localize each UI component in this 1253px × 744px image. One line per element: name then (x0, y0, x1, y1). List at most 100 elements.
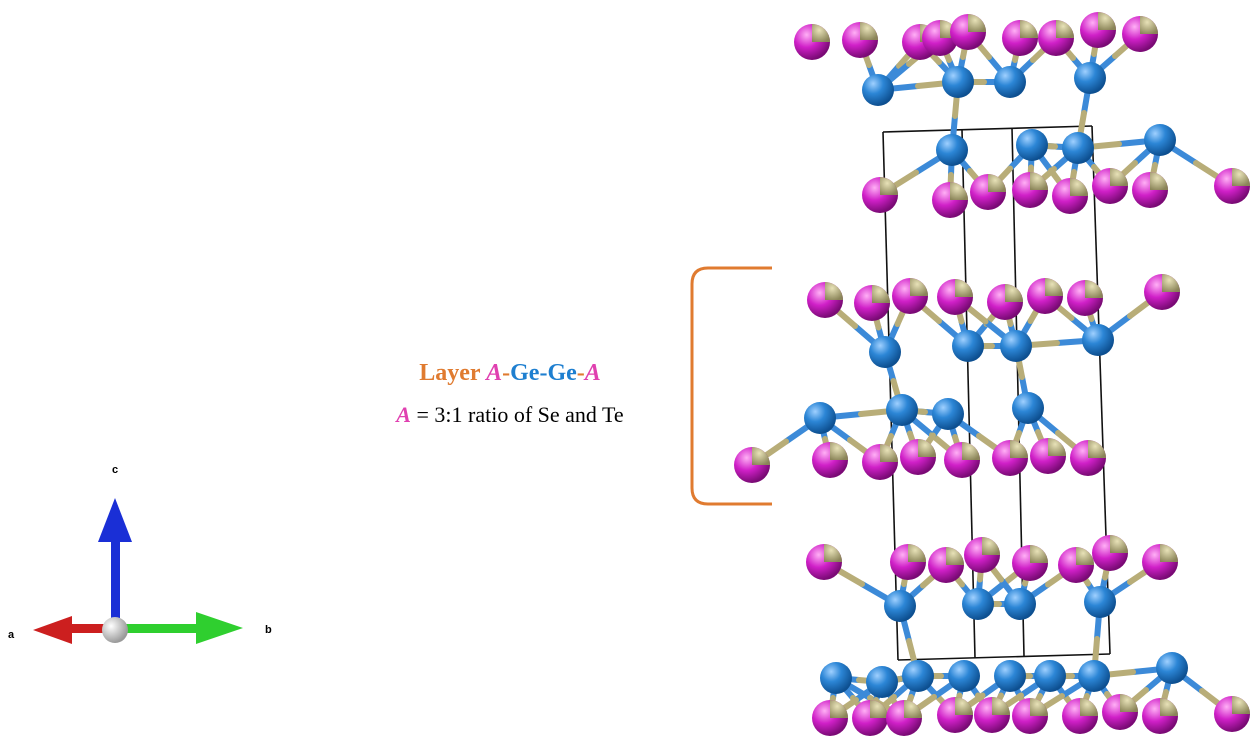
chalcogen-atom (1092, 168, 1128, 204)
te-fraction (1010, 440, 1028, 458)
chalcogen-atom (1142, 544, 1178, 580)
chalcogen-atom (862, 177, 898, 213)
te-fraction (1030, 545, 1048, 563)
ge-atom (962, 588, 994, 620)
axis-label-a: a (8, 629, 15, 641)
chalcogen-atom (937, 279, 973, 315)
te-fraction (1030, 172, 1048, 190)
te-fraction (1076, 547, 1094, 565)
ratio-symbol: A (396, 402, 411, 427)
ge-atom (948, 660, 980, 692)
chalcogen-atom (807, 282, 843, 318)
chalcogen-atom (1142, 698, 1178, 734)
chalcogen-atom (937, 697, 973, 733)
chalcogen-atom (987, 284, 1023, 320)
chalcogen-atom (1002, 20, 1038, 56)
chalcogen-atom (970, 174, 1006, 210)
chalcogen-atom (932, 182, 968, 218)
ge-atom (1082, 324, 1114, 356)
chalcogen-atom (900, 439, 936, 475)
chalcogen-atom (1080, 12, 1116, 48)
chalcogen-atom (1214, 168, 1250, 204)
te-fraction (824, 544, 842, 562)
chalcogen-atom (1132, 172, 1168, 208)
chalcogen-atom (950, 14, 986, 50)
chalcogen-atom (854, 285, 890, 321)
ge-atom (862, 74, 894, 106)
te-fraction (910, 278, 928, 296)
a-axis-shaft (68, 624, 112, 633)
te-fraction (968, 14, 986, 32)
ge-atom (1000, 330, 1032, 362)
ge-atom (994, 66, 1026, 98)
chalcogen-atom (842, 22, 878, 58)
te-fraction (1110, 168, 1128, 186)
te-fraction (982, 537, 1000, 555)
ge-atom (884, 590, 916, 622)
chalcogen-atom (1027, 278, 1063, 314)
layer-bracket (690, 266, 772, 506)
ge-atom (1062, 132, 1094, 164)
chalcogen-atom (812, 442, 848, 478)
chalcogen-atom (890, 544, 926, 580)
te-fraction (962, 442, 980, 460)
c-axis-arrowhead (98, 498, 132, 542)
ge-atom (869, 336, 901, 368)
ge-atom (994, 660, 1026, 692)
a-axis-arrowhead (33, 616, 72, 644)
te-fraction (1232, 696, 1250, 714)
chalcogen-atom (1067, 280, 1103, 316)
te-fraction (830, 442, 848, 460)
ge-atom (1016, 129, 1048, 161)
ge-atom (804, 402, 836, 434)
chalcogen-atom (1038, 20, 1074, 56)
te-fraction (1140, 16, 1158, 34)
te-fraction (880, 177, 898, 195)
chalcogen-atom (992, 440, 1028, 476)
chalcogen-atom (806, 544, 842, 580)
te-fraction (988, 174, 1006, 192)
chalcogen-atom (1012, 545, 1048, 581)
te-fraction (1150, 172, 1168, 190)
chalcogen-atom (1012, 698, 1048, 734)
bracket-line (690, 266, 772, 506)
layer-title: Layer A-Ge-Ge-A (320, 360, 700, 387)
te-fraction (955, 279, 973, 297)
te-fraction (1085, 280, 1103, 298)
te-fraction (1020, 20, 1038, 38)
ratio-text: = 3:1 ratio of Se and Te (410, 402, 624, 427)
unit-cell-edge (882, 125, 1093, 133)
layer-title-part: Ge-Ge (510, 360, 577, 386)
te-fraction (1005, 284, 1023, 302)
ge-atom (1084, 586, 1116, 618)
te-fraction (946, 547, 964, 565)
te-fraction (1048, 438, 1066, 456)
chalcogen-atom (1214, 696, 1250, 732)
te-fraction (1120, 694, 1138, 712)
chalcogen-atom (964, 537, 1000, 573)
te-fraction (752, 447, 770, 465)
ge-atom (820, 662, 852, 694)
te-fraction (1098, 12, 1116, 30)
te-fraction (1162, 274, 1180, 292)
te-fraction (918, 439, 936, 457)
te-fraction (992, 697, 1010, 715)
chalcogen-atom (1012, 172, 1048, 208)
chalcogen-atom (892, 278, 928, 314)
te-fraction (955, 697, 973, 715)
chalcogen-atom (974, 697, 1010, 733)
ge-atom (936, 134, 968, 166)
te-fraction (812, 24, 830, 42)
chalcogen-atom (1058, 547, 1094, 583)
ge-atom (902, 660, 934, 692)
ge-atom (942, 66, 974, 98)
te-fraction (872, 285, 890, 303)
te-fraction (1232, 168, 1250, 186)
chalcogen-atom (1144, 274, 1180, 310)
layer-title-part: A (584, 360, 601, 386)
chalcogen-atom (886, 700, 922, 736)
chalcogen-atom (928, 547, 964, 583)
te-fraction (1030, 698, 1048, 716)
te-fraction (1160, 698, 1178, 716)
